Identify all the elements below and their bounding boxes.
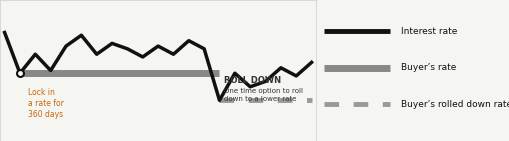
Text: One time option to roll
down to a lower rate: One time option to roll down to a lower … — [223, 88, 302, 102]
Text: Buyer’s rate: Buyer’s rate — [401, 63, 456, 72]
Text: Buyer’s rolled down rate: Buyer’s rolled down rate — [401, 100, 509, 109]
Text: Lock in
a rate for
360 days: Lock in a rate for 360 days — [27, 88, 64, 119]
Text: ROLL DOWN: ROLL DOWN — [223, 76, 280, 85]
Text: Interest rate: Interest rate — [401, 27, 457, 36]
